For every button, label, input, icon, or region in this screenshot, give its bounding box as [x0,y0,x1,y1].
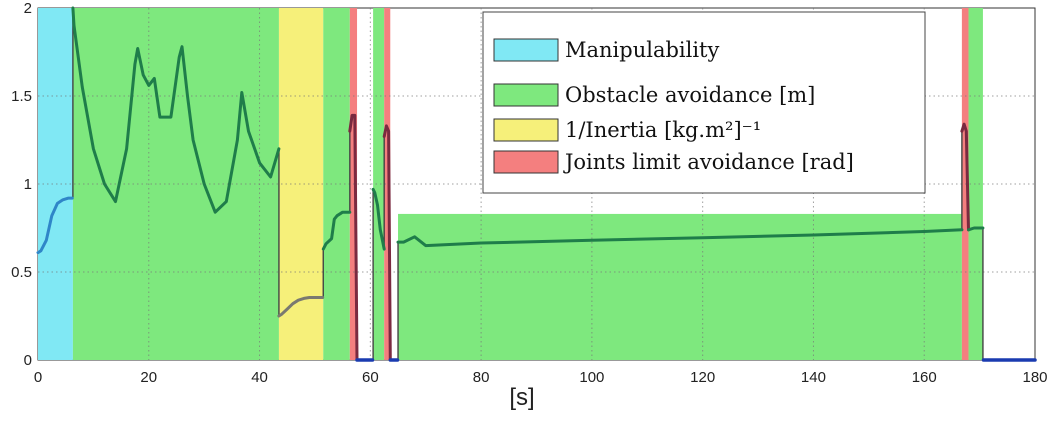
region-obstacle-1 [72,8,279,360]
series-inertia_curve-2 [277,296,325,318]
legend: Manipulability Obstacle avoidance [m] 1/In… [482,11,926,194]
series-curve-5 [371,187,386,251]
x-tick-label-9: 180 [1022,369,1047,386]
series-curve-9 [967,226,985,232]
legend-label-manipulability: Manipulability [565,38,719,62]
legend-label-joints: Joints limit avoidance [rad] [563,150,854,174]
series-manipulability-0 [36,196,74,255]
legend-label-inertia: 1/Inertia [kg.m²]⁻¹ [565,118,761,142]
transition-lines [72,8,984,360]
legend-swatch-obstacle [493,83,559,107]
region-obstacle-7 [398,213,962,360]
series-curve-3 [321,210,352,251]
x-tick-label-6: 120 [690,369,715,386]
x-tick-label-8: 160 [912,369,937,386]
x-tick-label-4: 80 [473,369,490,386]
x-tick-label-0: 0 [34,369,42,386]
series-lines [36,6,1037,362]
legend-label-obstacle: Obstacle avoidance [m] [565,83,815,107]
x-axis-label: [s] [509,384,534,411]
x-tick-label-3: 60 [362,369,379,386]
series-joint_curve-4 [348,113,359,362]
x-tick-label-1: 20 [140,369,157,386]
x-tick-label-7: 140 [801,369,826,386]
legend-swatch-joints [493,150,559,174]
y-tick-label-0: 0 [24,352,32,369]
y-tick-label-2: 1 [24,176,32,193]
legend-swatch-inertia [493,118,559,142]
tick-labels: 0 20 40 60 80 100 120 140 160 180 0 0.5 1 1.5 2 [11,0,1047,386]
series-curve-7 [396,228,964,248]
series-joint_curve-6 [382,124,392,362]
y-tick-label-3: 1.5 [11,88,32,105]
criterion-regions [38,8,983,360]
series-curve-1 [71,6,281,214]
region-joints-6 [384,8,391,360]
x-tick-label-5: 100 [579,369,604,386]
series-joint_curve-8 [960,122,970,232]
x-tick-label-2: 40 [251,369,268,386]
region-obstacle-5 [373,8,385,360]
y-tick-label-4: 2 [24,0,32,17]
y-tick-label-1: 0.5 [11,264,32,281]
legend-swatch-manipulability [493,38,559,62]
